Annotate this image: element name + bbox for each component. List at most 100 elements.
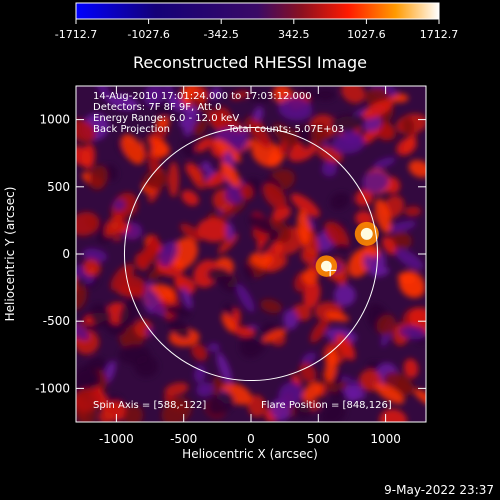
heatmap-cell	[397, 272, 417, 284]
heatmap-cell	[340, 128, 365, 142]
x-tick-label: 500	[307, 432, 330, 446]
annotation-detectors: Detectors: 7F 8F 9F, Att 0	[93, 102, 221, 113]
heatmap-cell	[379, 408, 407, 422]
heatmap-cell	[374, 198, 392, 234]
heatmap-cell	[118, 295, 140, 329]
colorbar: -1712.7 -1027.6 -342.5 342.5 1027.6 1712.7	[55, 2, 458, 41]
heatmap-cell	[191, 343, 208, 361]
heatmap-cell	[76, 119, 96, 143]
heatmap-cell	[320, 401, 347, 422]
heatmap-cell	[399, 325, 426, 340]
heatmap-cell	[180, 223, 203, 242]
y-axis-ticks: -1000 -500 0 500 1000	[35, 113, 426, 395]
y-tick-label: 0	[62, 247, 70, 261]
heatmap-cell	[221, 162, 241, 188]
heatmap-cell	[121, 134, 145, 165]
heatmap-cell	[214, 138, 242, 163]
heatmap-cell	[330, 192, 350, 210]
heatmap-cell	[164, 382, 189, 397]
heatmap-cell	[76, 388, 101, 413]
heatmap-cell	[246, 92, 271, 103]
heatmap-cell	[310, 318, 329, 343]
heatmap-cell	[142, 170, 168, 190]
heatmap-cell	[338, 381, 347, 390]
heatmap-cell	[278, 139, 289, 156]
heatmap-cell	[336, 243, 350, 253]
heatmap-cell	[174, 275, 196, 294]
heatmap-cell	[233, 326, 255, 337]
heatmap-cell	[296, 124, 313, 150]
spin-axis-label: Spin Axis = [588,-122]	[93, 400, 206, 411]
heatmap-cell	[302, 381, 323, 403]
heatmap-cell	[168, 161, 180, 198]
colorbar-tick-label: -1027.6	[127, 28, 169, 41]
heatmap-cell	[310, 122, 328, 145]
heatmap-cell	[248, 214, 275, 234]
heatmap-cell	[300, 247, 318, 265]
heatmap-cell	[362, 170, 390, 194]
heatmap-cell	[413, 389, 426, 406]
heatmap-cell	[321, 371, 338, 393]
heatmap-cell	[249, 119, 272, 149]
heatmap-cell	[181, 190, 199, 206]
heatmap-cell	[345, 388, 360, 403]
heatmap-cell	[299, 362, 317, 383]
heatmap-cell	[335, 333, 356, 361]
annotation-total-counts: Total counts: 5.07E+03	[227, 124, 344, 135]
heatmap-cell	[262, 183, 287, 210]
heatmap-cell	[374, 383, 405, 404]
heatmap-cell	[272, 205, 291, 221]
colorbar-tick-label: -1712.7	[55, 28, 97, 41]
heatmap-cell	[325, 348, 338, 382]
heatmap-cell	[76, 285, 87, 310]
heatmap-cell	[278, 382, 303, 407]
x-tick-label: -500	[170, 432, 197, 446]
heatmap-cell	[142, 286, 165, 317]
solar-limb-circle	[123, 126, 379, 382]
heatmap-cell	[181, 138, 195, 158]
heatmap-cell	[266, 257, 284, 273]
heatmap-cell	[216, 352, 232, 385]
heatmap-cell	[394, 248, 424, 270]
heatmap-cell	[113, 199, 126, 211]
heatmap-cell	[168, 317, 191, 339]
heatmap-cell	[404, 206, 422, 217]
heatmap-cell	[294, 400, 313, 419]
y-tick-label: -1000	[35, 381, 70, 395]
heatmap-cell	[390, 231, 412, 250]
heatmap-cell	[387, 220, 417, 233]
annotation-energy-range: Energy Range: 6.0 - 12.0 keV	[93, 113, 239, 124]
heatmap-cell	[219, 200, 247, 220]
heatmap-image	[76, 86, 426, 422]
heatmap-cell	[314, 88, 337, 101]
heatmap-cell	[137, 245, 158, 267]
heatmap-cell	[107, 94, 139, 111]
x-axis-label: Heliocentric X (arcsec)	[182, 447, 318, 461]
heatmap-cell	[223, 303, 235, 317]
heatmap-cell	[373, 157, 396, 169]
heatmap-cell	[194, 365, 206, 383]
bright-source-core	[321, 260, 332, 272]
spin-axis-marker	[324, 264, 337, 277]
heatmap-cell	[196, 382, 214, 397]
heatmap-cell	[382, 236, 397, 255]
heatmap-cell	[301, 352, 317, 365]
heatmap-cell	[278, 97, 313, 121]
colorbar-tick-label: 1027.6	[347, 28, 386, 41]
annotation-time-range: 14-Aug-2010 17:01:24.000 to 17:03:12.000	[93, 91, 312, 102]
heatmap-cell	[98, 408, 114, 422]
heatmap-cell	[396, 137, 417, 156]
heatmap-cell	[208, 342, 220, 353]
heatmap-cell	[89, 303, 112, 328]
heatmap-cell	[363, 243, 380, 258]
bright-sources	[315, 221, 379, 277]
heatmap-cell	[93, 86, 112, 103]
y-axis-label: Heliocentric Y (arcsec)	[3, 187, 17, 322]
y-tick-label: -500	[43, 314, 70, 328]
heatmap-cell	[403, 358, 419, 379]
heatmap-cell	[302, 269, 319, 285]
heatmap-cell	[290, 193, 320, 218]
x-tick-label: 0	[247, 432, 255, 446]
heatmap-cell	[201, 161, 212, 172]
heatmap-cell	[283, 309, 299, 330]
